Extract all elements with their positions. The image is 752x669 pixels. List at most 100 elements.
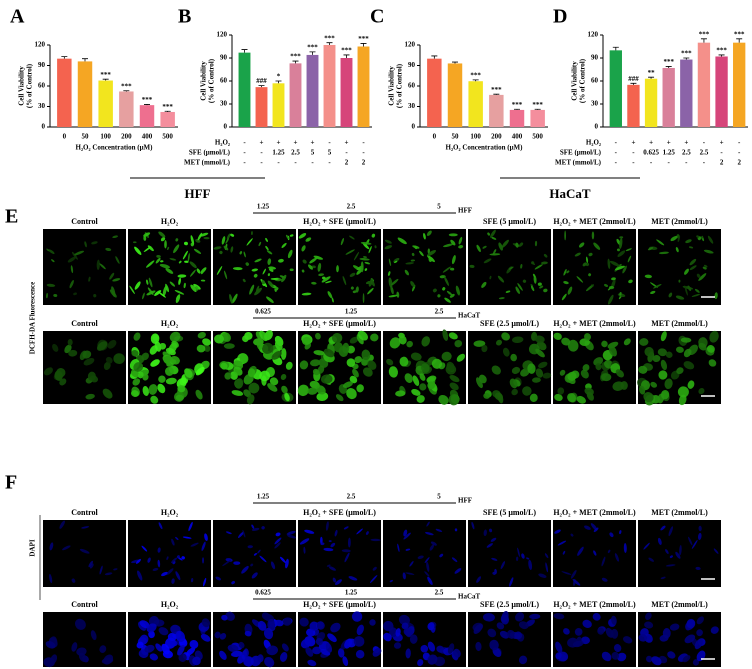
cell-line: HFF <box>458 207 472 215</box>
cell <box>688 536 693 546</box>
cell <box>318 273 325 277</box>
cell <box>281 274 287 283</box>
treatment-value: - <box>720 149 723 157</box>
column-label: MET (2mmol/L) <box>651 217 708 226</box>
error-bar <box>343 54 350 58</box>
cell <box>263 627 274 640</box>
cell <box>664 378 673 390</box>
cell <box>367 360 377 370</box>
cell <box>45 641 56 649</box>
treatment-value: 1.25 <box>272 149 285 157</box>
cell <box>67 338 73 346</box>
cell <box>388 366 398 378</box>
cell <box>320 374 333 384</box>
cell <box>331 297 334 303</box>
micrograph <box>128 229 211 305</box>
treatment-value: - <box>650 159 653 167</box>
cell <box>604 284 609 287</box>
cell <box>710 626 719 634</box>
micrograph <box>637 330 721 406</box>
cell <box>132 241 137 244</box>
error-bar <box>534 108 541 110</box>
cell <box>389 337 401 349</box>
treatment-value: + <box>311 139 315 147</box>
cell <box>454 528 458 532</box>
cell <box>165 366 174 376</box>
cell <box>619 237 623 249</box>
cell <box>154 290 162 296</box>
cell-line: HaCaT <box>458 593 481 601</box>
micrograph <box>298 611 382 667</box>
cell <box>619 236 624 239</box>
micrograph <box>298 229 381 305</box>
column-label: MET (2mmol/L) <box>651 319 708 328</box>
column-label: H₂O₂ + MET (2mmol/L) <box>553 217 636 226</box>
cell <box>137 570 143 581</box>
cell <box>312 646 322 655</box>
cell <box>427 622 435 631</box>
cell <box>279 556 286 563</box>
cell <box>367 281 371 285</box>
cell <box>81 526 90 529</box>
cell <box>256 338 264 350</box>
cell <box>644 274 652 279</box>
cell <box>355 286 359 293</box>
cell <box>698 388 705 395</box>
cell <box>469 264 475 268</box>
error-bar <box>431 55 438 59</box>
treatment-name: H₂O₂ <box>586 139 601 147</box>
cell <box>660 331 667 342</box>
cell <box>567 371 577 381</box>
micrograph-bg <box>383 229 466 305</box>
cell <box>327 291 333 299</box>
cell <box>348 576 358 581</box>
cell <box>534 240 538 247</box>
cell <box>582 364 590 372</box>
cell <box>597 627 605 635</box>
cell <box>286 530 296 535</box>
cell <box>483 258 492 264</box>
cell <box>451 255 456 265</box>
cell <box>49 573 53 584</box>
cell <box>178 260 182 264</box>
cell <box>309 257 318 264</box>
cell <box>426 561 430 572</box>
significance: *** <box>734 30 745 38</box>
cell <box>491 557 498 561</box>
cell <box>305 647 314 657</box>
cell <box>156 254 161 258</box>
cell <box>171 578 175 584</box>
bar <box>57 58 72 127</box>
cell <box>280 374 287 381</box>
cell <box>159 342 167 350</box>
cell <box>281 385 288 394</box>
bar <box>697 42 711 127</box>
cell <box>660 576 666 580</box>
column-label: H₂O₂ + MET (2mmol/L) <box>553 600 636 609</box>
cell <box>270 277 279 280</box>
cell <box>367 287 374 295</box>
cell <box>301 292 312 296</box>
treatment-value: 2 <box>720 159 724 167</box>
micrograph <box>43 331 126 404</box>
y-tick-label: 0 <box>42 123 46 131</box>
cell <box>334 579 342 585</box>
error-bar <box>309 51 316 55</box>
cell <box>394 260 398 264</box>
cell <box>152 568 159 571</box>
cell <box>157 547 161 553</box>
bar <box>98 80 113 127</box>
cell <box>436 645 445 653</box>
cell <box>528 559 533 570</box>
significance: *** <box>663 58 674 66</box>
cell <box>202 577 207 587</box>
cell <box>563 268 567 276</box>
cell <box>233 561 241 565</box>
column-label: MET (2mmol/L) <box>651 600 708 609</box>
cell <box>486 543 493 548</box>
treatment-value: - <box>615 139 618 147</box>
cell <box>303 546 306 554</box>
column-label: SFE (5 μmol/L) <box>483 508 536 517</box>
cell <box>665 351 673 358</box>
y-tick-label: 120 <box>35 41 46 49</box>
